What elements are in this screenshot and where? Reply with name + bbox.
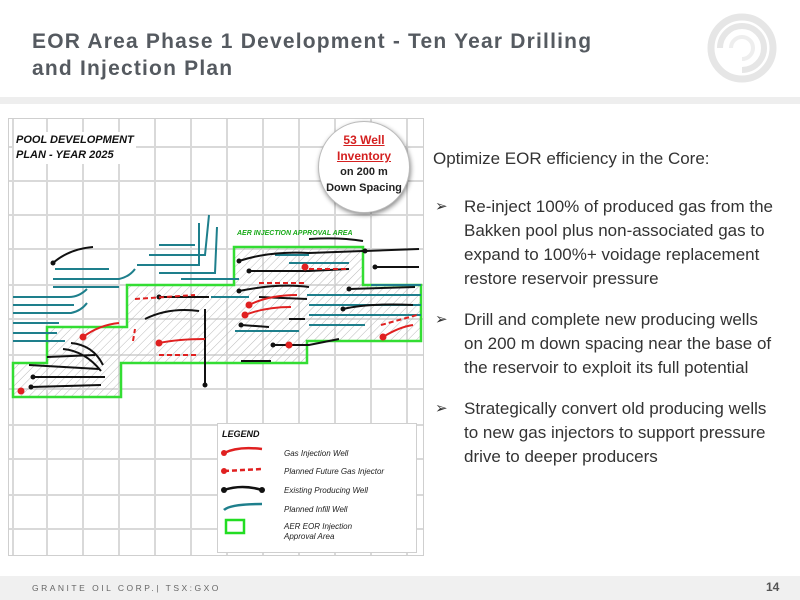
bullet-1-text: Re-inject 100% of produced gas from the … (464, 197, 774, 288)
map-legend: LEGEND Gas Injection Well Planned Future… (217, 423, 417, 553)
legend-item-planned-injector: Planned Future Gas Injector (284, 467, 385, 476)
legend-approval-line-1: AER EOR Injection (284, 522, 353, 531)
pool-development-map: POOL DEVELOPMENT PLAN - YEAR 2025 AER IN… (8, 118, 424, 556)
inventory-line-3: on 200 m (340, 166, 388, 178)
legend-producing-well-icon (223, 485, 263, 492)
legend-gas-injection-icon (223, 446, 263, 455)
inventory-callout: 53 Well Inventory on 200 m Down Spacing (318, 121, 410, 213)
legend-planned-injector-icon (223, 467, 263, 473)
arrow-bullet-icon: ➢ (435, 311, 448, 328)
slide-title: EOR Area Phase 1 Development - Ten Year … (32, 28, 672, 82)
legend-item-producing-well: Existing Producing Well (284, 486, 368, 495)
bullet-3-text: Strategically convert old producing well… (464, 399, 767, 466)
aer-approval-label: AER INJECTION APPROVAL AREA (237, 230, 353, 237)
planned-gas-injectors (132, 268, 418, 356)
inventory-line-1: 53 Well (343, 133, 385, 147)
legend-title: LEGEND (222, 429, 260, 439)
bullet-2-text: Drill and complete new producing wells o… (464, 310, 772, 377)
inventory-line-2: Inventory (336, 149, 391, 163)
title-line-2: and Injection Plan (32, 57, 234, 80)
footer-band (0, 576, 800, 600)
plan-label-line-2: PLAN - YEAR 2025 (16, 149, 114, 161)
bullet-1: ➢ Re-inject 100% of produced gas from th… (433, 195, 778, 291)
arrow-bullet-icon: ➢ (435, 400, 448, 417)
existing-producing-wells (28, 237, 420, 388)
legend-approval-line-2: Approval Area (284, 532, 335, 541)
plan-label: POOL DEVELOPMENT PLAN - YEAR 2025 (14, 132, 136, 164)
footer-company: GRANITE OIL CORP.| TSX:GXO (32, 583, 221, 593)
legend-approval-area-icon (224, 518, 246, 535)
bullet-3: ➢ Strategically convert old producing we… (433, 397, 778, 469)
arrow-bullet-icon: ➢ (435, 198, 448, 215)
company-logo-icon (706, 12, 778, 84)
title-line-1: EOR Area Phase 1 Development - Ten Year … (32, 30, 593, 53)
intro-text: Optimize EOR efficiency in the Core: (433, 149, 710, 168)
plan-label-line-1: POOL DEVELOPMENT (16, 134, 134, 146)
legend-item-infill-well: Planned Infill Well (284, 505, 348, 514)
bullet-2: ➢ Drill and complete new producing wells… (433, 308, 778, 380)
legend-item-approval-area: AER EOR Injection Approval Area (284, 522, 352, 542)
legend-item-gas-injection: Gas Injection Well (284, 449, 349, 458)
header-divider (0, 97, 800, 104)
legend-infill-well-icon (223, 502, 263, 511)
legend-symbols (221, 446, 265, 535)
inventory-line-4: Down Spacing (326, 182, 402, 194)
injection-well-heads (17, 263, 387, 395)
page-number: 14 (766, 580, 780, 594)
content-text: Optimize EOR efficiency in the Core: ➢ R… (433, 148, 778, 469)
